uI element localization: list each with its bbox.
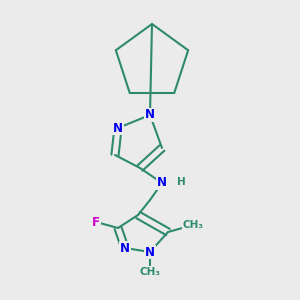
Text: CH₃: CH₃ xyxy=(182,220,203,230)
Text: F: F xyxy=(92,215,100,229)
Text: N: N xyxy=(145,109,155,122)
Text: H: H xyxy=(177,177,186,187)
Text: N: N xyxy=(120,242,130,254)
Text: CH₃: CH₃ xyxy=(140,267,160,277)
Text: N: N xyxy=(113,122,123,134)
Text: N: N xyxy=(145,245,155,259)
Text: N: N xyxy=(157,176,167,190)
